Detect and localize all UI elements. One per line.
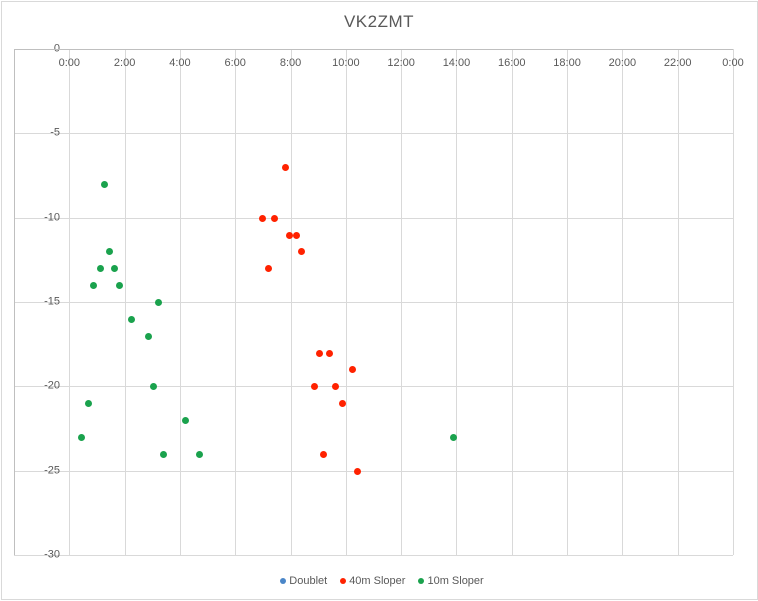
data-point-40m-sloper[interactable]	[354, 467, 362, 475]
data-point-40m-sloper[interactable]	[286, 231, 294, 239]
data-point-10m-sloper[interactable]	[116, 282, 124, 290]
y-axis-tick-label: -25	[44, 464, 60, 477]
legend-label-10m-sloper: 10m Sloper	[427, 574, 484, 587]
x-axis-tick-label: 14:00	[442, 57, 471, 69]
data-point-10m-sloper[interactable]	[150, 383, 158, 391]
data-point-40m-sloper[interactable]	[349, 366, 357, 374]
legend-item-40m-sloper[interactable]: 40m Sloper	[340, 574, 405, 588]
legend-marker-40m-sloper	[340, 577, 347, 584]
data-point-40m-sloper[interactable]	[338, 400, 346, 408]
y-axis-tick-label: -15	[44, 295, 60, 308]
data-point-10m-sloper[interactable]	[96, 265, 104, 273]
data-point-10m-sloper[interactable]	[84, 400, 92, 408]
data-point-10m-sloper[interactable]	[89, 282, 97, 290]
data-point-40m-sloper[interactable]	[316, 349, 324, 357]
legend-item-doublet[interactable]: Doublet	[280, 574, 327, 588]
legend-label-doublet: Doublet	[289, 574, 328, 587]
chart-title: VK2ZMT	[343, 12, 415, 31]
data-point-10m-sloper[interactable]	[154, 299, 162, 306]
h-gridline	[14, 302, 733, 303]
data-point-10m-sloper[interactable]	[145, 332, 153, 340]
h-gridline	[14, 133, 733, 134]
x-axis-tick-label: 8:00	[279, 57, 302, 69]
data-point-10m-sloper[interactable]	[105, 248, 113, 256]
legend-label-40m-sloper: 40m Sloper	[349, 574, 406, 587]
data-point-10m-sloper[interactable]	[100, 180, 108, 188]
data-point-10m-sloper[interactable]	[195, 450, 203, 458]
data-point-40m-sloper[interactable]	[320, 450, 328, 458]
h-gridline	[14, 218, 733, 219]
x-axis-tick-label: 16:00	[498, 57, 526, 69]
y-axis-tick-label: 0	[14, 43, 60, 56]
x-axis-line	[14, 49, 733, 50]
h-gridline	[14, 386, 733, 387]
x-axis-tick-label: 10:00	[332, 57, 360, 69]
y-axis-tick-label: -5	[50, 126, 60, 139]
data-point-10m-sloper[interactable]	[182, 417, 190, 425]
data-point-40m-sloper[interactable]	[292, 231, 300, 239]
x-axis-tick-label: 0:00	[58, 57, 81, 69]
data-point-10m-sloper[interactable]	[449, 433, 457, 441]
v-gridline	[733, 49, 734, 555]
data-point-40m-sloper[interactable]	[311, 383, 319, 391]
data-point-40m-sloper[interactable]	[298, 248, 306, 256]
legend-marker-doublet	[280, 577, 287, 584]
x-axis-tick-label: 6:00	[224, 57, 246, 69]
data-point-40m-sloper[interactable]	[265, 265, 273, 273]
data-point-10m-sloper[interactable]	[110, 265, 118, 273]
data-point-40m-sloper[interactable]	[270, 214, 278, 222]
y-axis-line	[14, 49, 15, 555]
x-axis-tick-label: 4:00	[169, 57, 191, 69]
x-axis-tick-label: 22:00	[663, 57, 692, 69]
y-axis-tick-label: -30	[44, 548, 60, 561]
data-point-40m-sloper[interactable]	[258, 214, 266, 222]
h-gridline	[14, 555, 733, 556]
x-axis-tick-label: 0:00	[722, 57, 744, 69]
x-axis-tick-label: 12:00	[387, 57, 415, 69]
h-gridline	[14, 471, 733, 472]
y-axis-tick-label: -10	[44, 211, 60, 224]
data-point-40m-sloper[interactable]	[325, 349, 333, 357]
data-point-40m-sloper[interactable]	[281, 164, 289, 172]
data-point-10m-sloper[interactable]	[78, 433, 86, 441]
x-axis-tick-label: 2:00	[113, 57, 136, 69]
x-axis-tick-label: 18:00	[553, 57, 581, 69]
data-point-10m-sloper[interactable]	[159, 450, 167, 458]
legend-item-10m-sloper[interactable]: 10m Sloper	[418, 574, 484, 588]
y-axis-tick-label: -20	[44, 379, 60, 392]
data-point-40m-sloper[interactable]	[332, 383, 340, 391]
data-point-10m-sloper[interactable]	[128, 315, 136, 323]
legend: Doublet 40m Sloper 10m Sloper	[3, 572, 758, 589]
x-axis-tick-label: 20:00	[608, 57, 637, 69]
legend-marker-10m-sloper	[418, 577, 425, 584]
